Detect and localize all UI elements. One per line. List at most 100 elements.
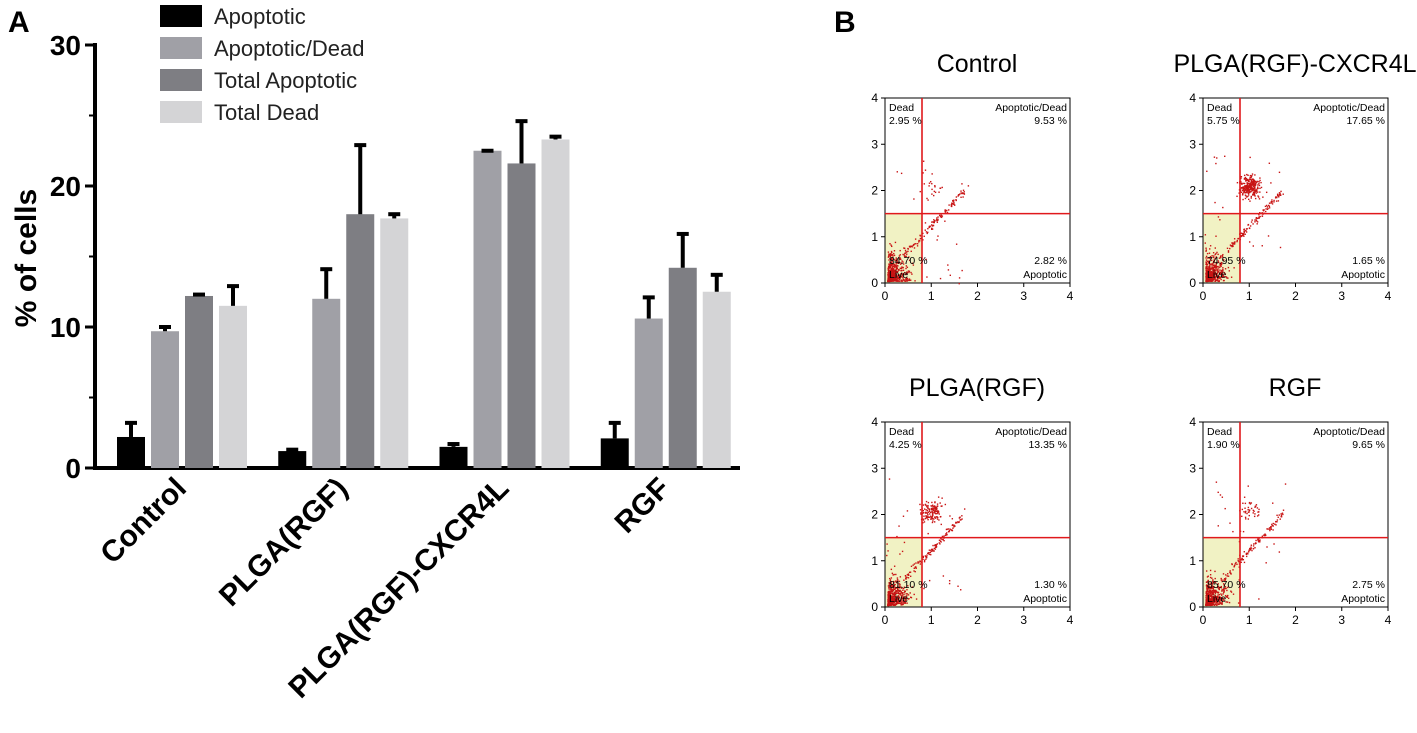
legend-swatch: [160, 101, 202, 123]
quadrant-live-value: 74.95 %: [1207, 255, 1246, 267]
y-tick-label: 2: [1189, 184, 1196, 198]
x-tick-label: 1: [1246, 613, 1253, 627]
bar: [702, 291, 731, 468]
quadrant-dead-label: Dead: [889, 102, 914, 114]
quadrant-live-label: Live: [1207, 593, 1226, 605]
quadrant-apoptotic-label: Apoptotic: [1341, 593, 1385, 605]
legend-label: Total Apoptotic: [214, 68, 357, 93]
bar: [541, 139, 570, 468]
quadrant-dead-value: 2.95 %: [889, 115, 922, 127]
quadrant-apoptotic-label: Apoptotic: [1023, 593, 1067, 605]
quadrant-dead-label: Dead: [1207, 426, 1232, 438]
quadrant-apoptotic-value: 1.30 %: [1034, 579, 1067, 591]
quadrant-apoptotic-dead-label: Apoptotic/Dead: [995, 426, 1067, 438]
flow-plot-control: Control 0 0 1 1 2 2 3 3 4 4 Dead 2.95 % Apoptotic/De…: [837, 40, 1117, 360]
y-tick-label: 0: [1189, 600, 1196, 614]
quadrant-apoptotic-dead-value: 13.35 %: [1028, 439, 1067, 451]
x-tick-label: 1: [1246, 289, 1253, 303]
x-tick-label: 0: [882, 613, 889, 627]
bar: [278, 451, 307, 468]
scatter-points: [887, 160, 970, 285]
y-tick-label: 2: [1189, 508, 1196, 522]
bar: [668, 267, 697, 468]
quadrant-dead-value: 1.90 %: [1207, 439, 1240, 451]
y-axis-label: % of cells: [10, 189, 43, 327]
bar: [346, 214, 375, 468]
x-tick-label: 4: [1067, 613, 1074, 627]
y-tick-label: 1: [1189, 230, 1196, 244]
x-tick-label: 3: [1338, 613, 1345, 627]
legend-label: Apoptotic/Dead: [214, 36, 364, 61]
x-tick-label: 3: [1020, 613, 1027, 627]
quadrant-dead-value: 5.75 %: [1207, 115, 1240, 127]
legend-swatch: [160, 5, 202, 27]
quadrant-apoptotic-value: 2.82 %: [1034, 255, 1067, 267]
x-tick-label: 3: [1020, 289, 1027, 303]
bar: [507, 163, 536, 468]
bar: [439, 446, 468, 468]
quadrant-live-label: Live: [889, 269, 908, 281]
y-tick-label: 3: [871, 137, 878, 151]
flow-plot-rgf: RGF 0 0 1 1 2 2 3 3 4 4 Dead 1.90 % Apoptotic/Dead 9.…: [1155, 364, 1417, 684]
quadrant-live-value: 84.70 %: [889, 255, 928, 267]
flow-plot-plga-rgf-cxcr4l: PLGA(RGF)-CXCR4L 0 0 1 1 2 2 3 3 4 4 Dead 5.75 % Apo…: [1155, 40, 1417, 360]
y-tick-label: 20: [50, 171, 81, 202]
quadrant-dead-label: Dead: [889, 426, 914, 438]
quadrant-live-label: Live: [889, 593, 908, 605]
y-tick-label: 0: [871, 600, 878, 614]
y-tick-label: 0: [65, 453, 81, 484]
panel-label-b: B: [834, 6, 856, 39]
x-tick-label: 4: [1067, 289, 1074, 303]
legend-label: Apoptotic: [214, 4, 306, 29]
bar: [117, 436, 145, 468]
bar: [219, 305, 247, 468]
bar: [185, 295, 213, 468]
y-tick-label: 3: [871, 461, 878, 475]
y-tick-label: 2: [871, 508, 878, 522]
x-tick-label: RGF: [609, 472, 677, 540]
y-tick-label: 1: [871, 554, 878, 568]
scatter-points: [1204, 155, 1284, 283]
y-tick-label: 1: [871, 230, 878, 244]
y-tick-label: 3: [1189, 461, 1196, 475]
quadrant-live-label: Live: [1207, 269, 1226, 281]
x-tick-label: Control: [94, 472, 193, 571]
x-tick-label: PLGA(RGF): [213, 472, 354, 613]
y-tick-label: 1: [1189, 554, 1196, 568]
legend-label: Total Dead: [214, 100, 319, 125]
x-tick-label: 2: [974, 289, 981, 303]
panel-label-a: A: [8, 6, 30, 39]
quadrant-apoptotic-dead-label: Apoptotic/Dead: [995, 102, 1067, 114]
legend-swatch: [160, 37, 202, 59]
y-tick-label: 30: [50, 30, 81, 61]
quadrant-apoptotic-dead-label: Apoptotic/Dead: [1313, 426, 1385, 438]
bar: [634, 318, 663, 468]
bar: [151, 331, 179, 468]
x-tick-label: 0: [882, 289, 889, 303]
quadrant-apoptotic-dead-value: 9.53 %: [1034, 115, 1067, 127]
y-tick-label: 0: [1189, 276, 1196, 290]
quadrant-apoptotic-dead-value: 9.65 %: [1352, 439, 1385, 451]
flow-plot-title: PLGA(RGF)-CXCR4L: [1173, 50, 1417, 78]
scatter-points: [1205, 481, 1287, 607]
x-tick-label: 3: [1338, 289, 1345, 303]
bar: [312, 298, 341, 468]
flow-plot-title: Control: [936, 50, 1018, 78]
legend-swatch: [160, 69, 202, 91]
x-tick-label: 2: [974, 613, 981, 627]
quadrant-apoptotic-value: 2.75 %: [1352, 579, 1385, 591]
quadrant-dead-value: 4.25 %: [889, 439, 922, 451]
x-tick-label: 0: [1200, 613, 1207, 627]
quadrant-live-value: 85.70 %: [1207, 579, 1246, 591]
x-tick-label: 1: [928, 613, 935, 627]
x-tick-label: 4: [1385, 289, 1392, 303]
y-tick-label: 0: [871, 276, 878, 290]
y-tick-label: 4: [871, 91, 878, 105]
bar: [600, 438, 629, 468]
quadrant-apoptotic-dead-value: 17.65 %: [1346, 115, 1385, 127]
x-tick-label: 4: [1385, 613, 1392, 627]
